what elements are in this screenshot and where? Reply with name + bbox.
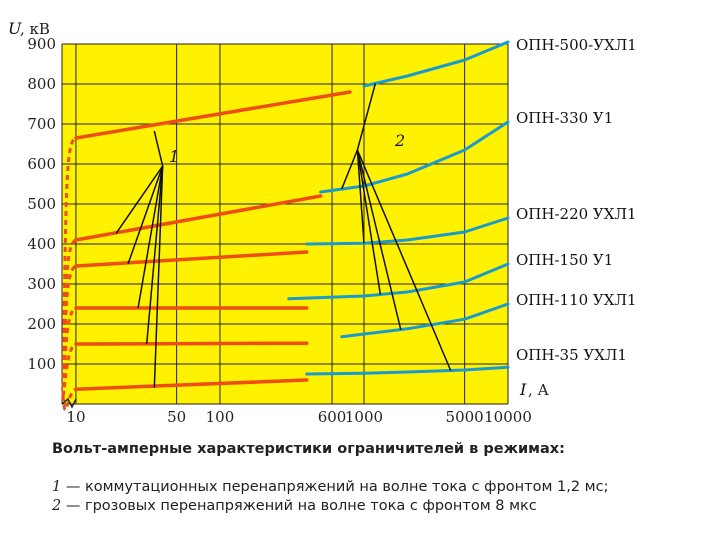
x-tick-10000: 10000 [484,408,532,426]
leader-2-5 [356,149,452,371]
series-label-2: ОПН-220 УХЛ1 [516,205,637,223]
y-tick-100: 100 [27,355,56,373]
leader-2-2 [356,149,365,244]
x-tick-1000: 1000 [345,408,383,426]
x-tick-600: 600 [318,408,347,426]
grid [61,43,509,405]
mode-1-marker: 1 [169,147,179,166]
x-axis-symbol: I [519,380,527,399]
mode2-curve-4 [340,302,510,339]
y-tick-200: 200 [27,315,56,333]
leader-lines [115,83,452,388]
caption-line-1: 1 — коммутационных перенапряжений на вол… [52,479,608,495]
y-axis-unit: , кВ [20,20,50,38]
mode1-rise-4 [61,342,77,397]
plot-area [62,44,508,404]
y-tick-800: 800 [27,75,56,93]
series-label-1: ОПН-330 У1 [516,109,613,127]
y-tick-600: 600 [27,155,56,173]
mode2-curve-2 [305,216,510,246]
leader-1-4 [145,165,164,344]
y-axis-symbol: U [8,19,22,38]
mode1-rise-3 [61,306,77,397]
y-tick-900: 900 [27,35,56,53]
leader-1-1 [115,165,164,234]
mode-2-marker: 2 [394,131,405,150]
mode1-curve-4 [74,341,309,346]
y-tick-300: 300 [27,275,56,293]
caption-line-2: 2 — грозовых перенапряжений на волне ток… [52,498,537,514]
y-tick-500: 500 [27,195,56,213]
mode2-curve-0 [362,40,510,88]
series-labels: ОПН-500-УХЛ1 ОПН-330 У1 ОПН-220 УХЛ1 ОПН-15… [516,36,637,364]
x-axis-unit: , А [528,381,550,399]
leader-1-3 [137,165,164,309]
x-tick-10: 10 [66,408,85,426]
caption-line-2-text: — грозовых перенапряжений на волне тока … [61,498,537,514]
caption-line-2-num: 2 [52,498,62,514]
leader-2-0 [356,83,377,151]
series-label-5: ОПН-35 УХЛ1 [516,346,627,364]
y-tick-700: 700 [27,115,56,133]
series-label-0: ОПН-500-УХЛ1 [516,36,637,54]
x-tick-50: 50 [167,408,186,426]
mode1-curve-5 [74,378,309,391]
x-tick-100: 100 [206,408,235,426]
caption-title: Вольт-амперные характеристики ограничите… [52,441,565,457]
mode1-curve-2 [74,250,309,268]
mode2-curve-3 [287,262,510,301]
mode2-curve-1 [319,120,510,194]
mode1-rise-5 [61,387,77,412]
leader-1-0 [153,130,164,167]
leader-1-5 [153,165,164,388]
y-tick-400: 400 [27,235,56,253]
mode1-curve-0 [74,90,352,140]
caption-line-1-num: 1 [52,479,62,495]
mode2-curve-5 [305,365,510,376]
x-tick-5000: 5000 [446,408,484,426]
axis-break-icon [61,397,77,409]
series-label-4: ОПН-110 УХЛ1 [516,291,637,309]
leader-1-2 [127,165,164,265]
leader-2-3 [356,149,382,295]
series-label-3: ОПН-150 У1 [516,251,613,269]
curves [61,40,510,412]
leader-2-4 [356,149,402,330]
caption-line-1-text: — коммутационных перенапряжений на волне… [61,479,609,495]
leader-2-1 [340,149,359,190]
